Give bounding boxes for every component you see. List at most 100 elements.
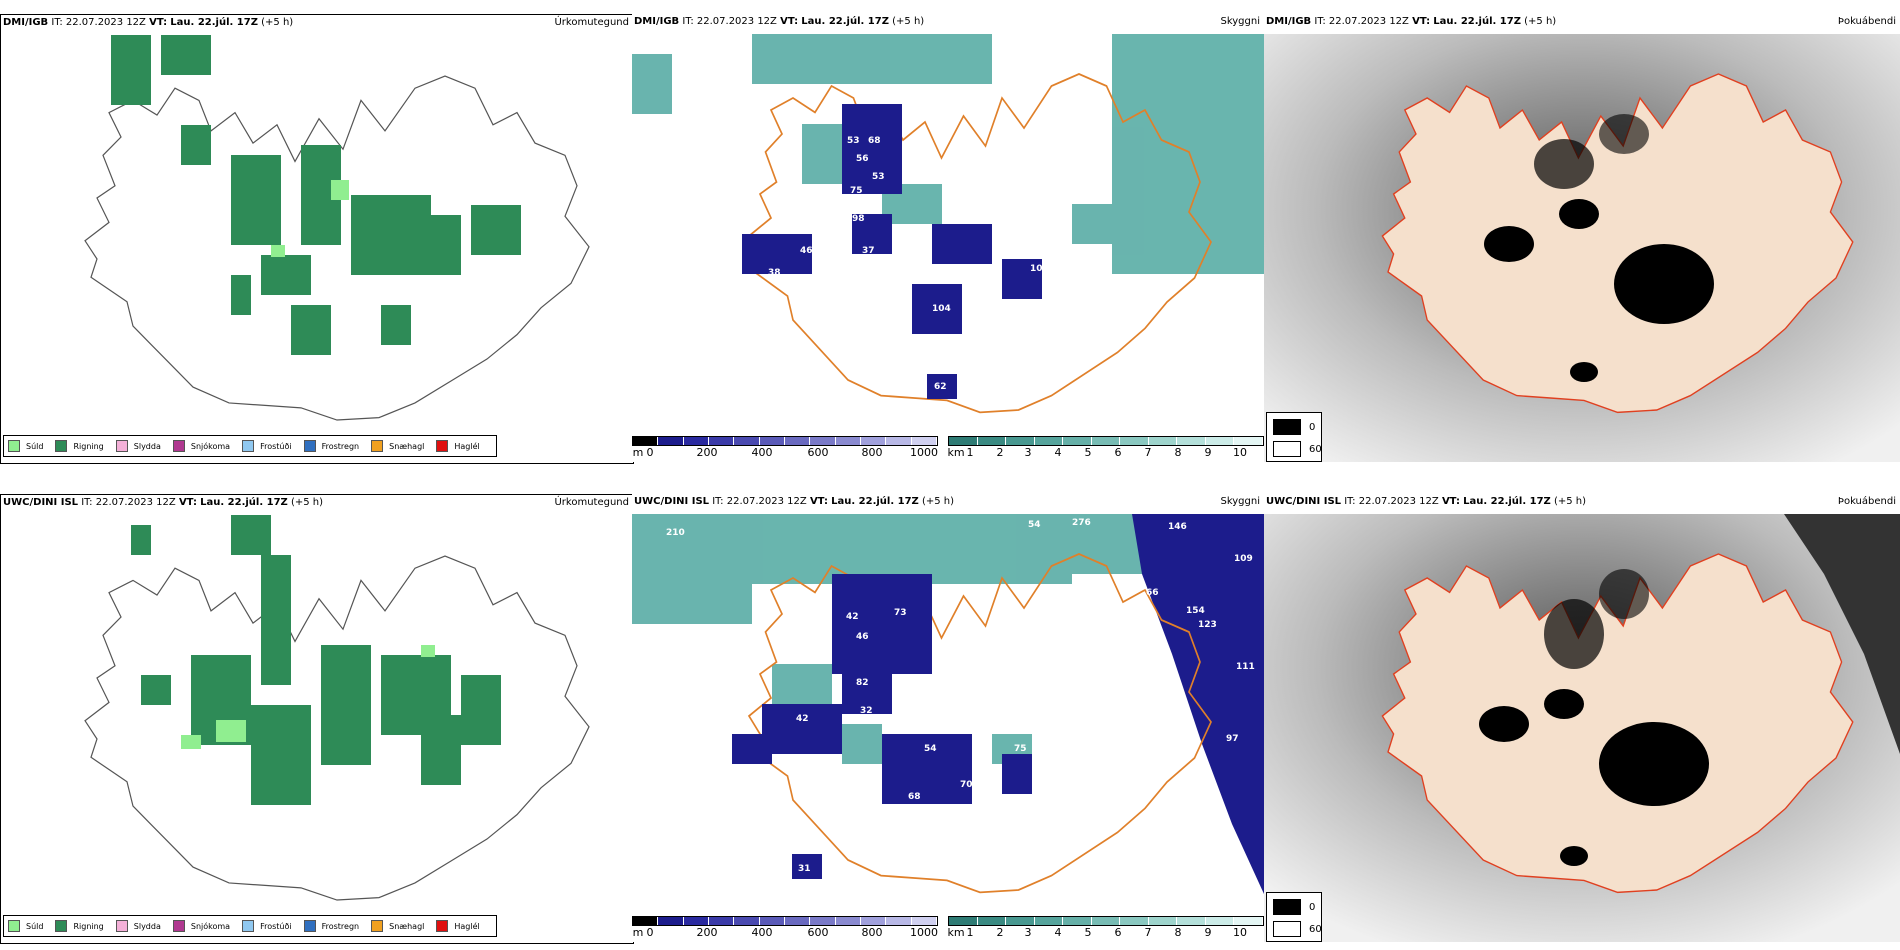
- vis-label: 163: [978, 282, 997, 292]
- legend-swatch: [303, 920, 316, 932]
- fog-map-row1: [1264, 34, 1900, 462]
- legend-item: Súld: [8, 920, 43, 932]
- legend-item: Slydda: [115, 920, 161, 932]
- scale-tick: 2: [996, 446, 1004, 459]
- scale-tick: 8: [1174, 926, 1182, 939]
- visibility-km-scale: km 1 2 3 4 5 6 7 8 9 10: [947, 436, 1264, 460]
- scale-unit: m: [632, 926, 644, 939]
- vis-label: 104: [932, 304, 951, 314]
- panel-type-label: Úrkomutegund: [554, 17, 629, 28]
- legend-item: Snæhagl: [371, 920, 424, 932]
- legend-swatch: [172, 440, 185, 452]
- scale-tick: 5: [1084, 926, 1092, 939]
- fog-legend: 0 60: [1266, 892, 1322, 942]
- legend-swatch: [172, 920, 185, 932]
- legend-swatch: [8, 920, 20, 932]
- legend-item: Slydda: [115, 440, 161, 452]
- fog-legend: 0 60: [1266, 412, 1322, 462]
- scale-unit: m: [632, 446, 644, 459]
- vis-label: 68: [868, 136, 881, 146]
- legend-item: Súld: [8, 440, 43, 452]
- legend-item: Snjókoma: [172, 440, 230, 452]
- vis-label: 37: [862, 246, 875, 256]
- scale-tick: 4: [1054, 926, 1062, 939]
- vis-label: 46: [800, 246, 813, 256]
- legend-item: Haglél: [436, 440, 480, 452]
- scale-tick: 800: [861, 926, 883, 939]
- vis-label: 68: [908, 792, 921, 802]
- scale-tick: 7: [1144, 926, 1152, 939]
- vis-label: 70: [960, 780, 973, 790]
- vis-label: 38: [768, 268, 781, 278]
- vis-label: 54: [924, 744, 937, 754]
- vis-label: 276: [1072, 518, 1091, 528]
- scale-unit: km: [947, 446, 965, 459]
- precip-type-panel-row1: DMI/IGB IT: 22.07.2023 12Z VT: Lau. 22.j…: [0, 14, 634, 464]
- legend-swatch: [371, 440, 384, 452]
- vis-label: 82: [982, 766, 995, 776]
- vis-label: 73: [894, 608, 907, 618]
- legend-swatch: [55, 920, 68, 932]
- legend-swatch: [436, 920, 449, 932]
- vis-label: 146: [1168, 522, 1187, 532]
- scale-tick: 2: [996, 926, 1004, 939]
- vis-label: 75: [1014, 744, 1027, 754]
- scale-tick: 6: [1114, 446, 1122, 459]
- panel-header: UWC/DINI ISL IT: 22.07.2023 12Z VT: Lau.…: [3, 497, 324, 508]
- vis-label: 154: [1186, 606, 1205, 616]
- scale-unit: km: [947, 926, 965, 939]
- panel-header: DMI/IGB IT: 22.07.2023 12Z VT: Lau. 22.j…: [634, 16, 925, 27]
- scale-tick: 10: [1233, 926, 1247, 939]
- precip-map-row2: [84, 515, 590, 901]
- vis-label: 46: [856, 632, 869, 642]
- precip-map-row1: [84, 35, 590, 421]
- vis-label: 79: [1004, 682, 1017, 692]
- vis-label: 111: [1236, 662, 1255, 672]
- fog-indicator-panel-row2: UWC/DINI ISL IT: 22.07.2023 12Z VT: Lau.…: [1264, 494, 1900, 942]
- panel-header: DMI/IGB IT: 22.07.2023 12Z VT: Lau. 22.j…: [1266, 16, 1557, 27]
- legend-item: Frostregn: [303, 440, 359, 452]
- fog-legend-swatch: [1273, 419, 1301, 435]
- vis-label: 62: [934, 382, 947, 392]
- legend-item: Snjókoma: [172, 920, 230, 932]
- scale-tick: 1: [966, 926, 974, 939]
- legend-swatch: [115, 920, 128, 932]
- vis-label: 32: [860, 706, 873, 716]
- legend-item: Frostúði: [242, 440, 292, 452]
- scale-tick: 1000: [910, 446, 938, 459]
- scale-tick: 1000: [910, 926, 938, 939]
- vis-label: 98: [852, 214, 865, 224]
- legend-swatch: [8, 440, 20, 452]
- panel-type-label: Skyggni: [1220, 496, 1260, 507]
- scale-tick: 0: [646, 446, 654, 459]
- vis-label: 53: [847, 136, 860, 146]
- scale-tick: 10: [1233, 446, 1247, 459]
- fog-legend-swatch: [1273, 899, 1301, 915]
- legend-swatch: [115, 440, 128, 452]
- fog-legend-swatch: [1273, 921, 1301, 937]
- panel-header: UWC/DINI ISL IT: 22.07.2023 12Z VT: Lau.…: [634, 496, 955, 507]
- vis-label: 210: [666, 528, 685, 538]
- scale-tick: 5: [1084, 446, 1092, 459]
- panel-header: DMI/IGB IT: 22.07.2023 12Z VT: Lau. 22.j…: [3, 17, 294, 28]
- precip-legend: Súld Rigning Slydda Snjókoma Frostúði Fr…: [3, 915, 497, 937]
- vis-label: 82: [856, 678, 869, 688]
- scale-tick: 600: [807, 926, 829, 939]
- vis-label: 106: [1030, 264, 1049, 274]
- scale-tick: 600: [807, 446, 829, 459]
- scale-tick: 4: [1054, 446, 1062, 459]
- panel-type-label: Úrkomutegund: [554, 497, 629, 508]
- legend-item: Haglél: [436, 920, 480, 932]
- legend-item: Snæhagl: [371, 440, 424, 452]
- scale-tick: 1: [966, 446, 974, 459]
- panel-type-label: Þokuábendi: [1837, 16, 1896, 27]
- visibility-map-row1: [632, 34, 1264, 434]
- scale-tick: 6: [1114, 926, 1122, 939]
- scale-tick: 7: [1144, 446, 1152, 459]
- vis-label: 66: [1146, 588, 1159, 598]
- fog-indicator-panel-row1: DMI/IGB IT: 22.07.2023 12Z VT: Lau. 22.j…: [1264, 14, 1900, 462]
- precip-type-panel-row2: UWC/DINI ISL IT: 22.07.2023 12Z VT: Lau.…: [0, 494, 634, 944]
- legend-swatch: [55, 440, 68, 452]
- vis-label: 97: [1226, 734, 1239, 744]
- scale-tick: 3: [1024, 446, 1032, 459]
